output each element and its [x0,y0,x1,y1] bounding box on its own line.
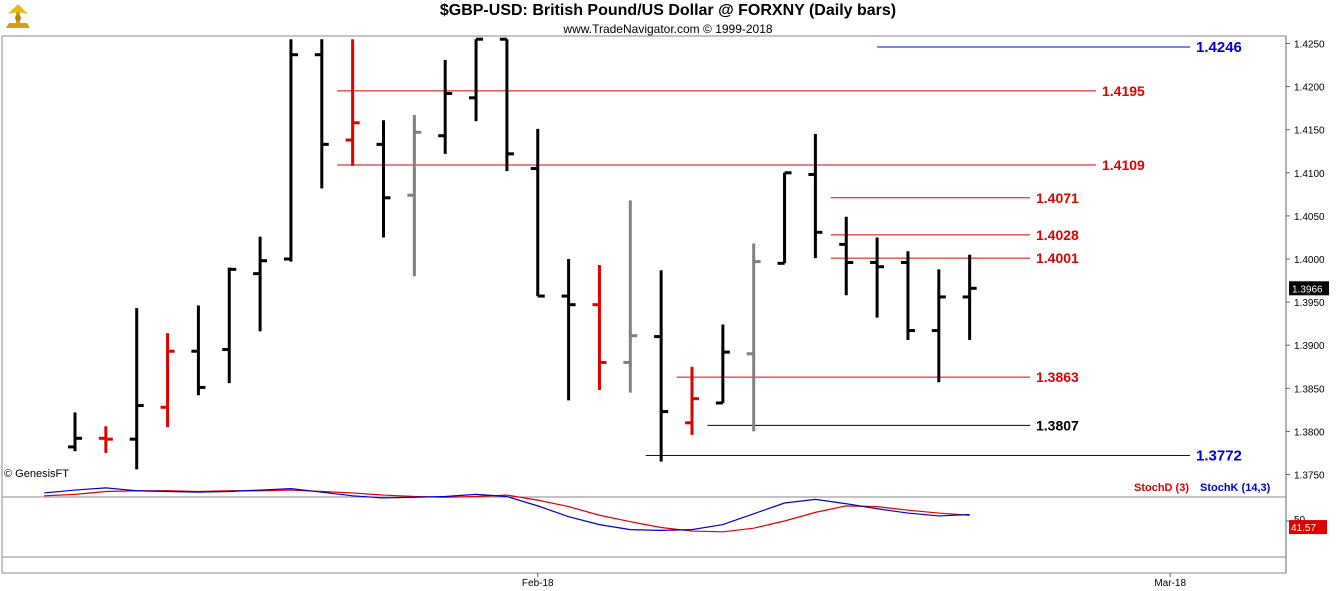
y-tick-label: 1.4100 [1294,169,1325,180]
x-tick-label: Feb-18 [522,578,554,589]
y-tick-label: 1.4250 [1294,40,1325,51]
level-label: 1.4195 [1102,83,1145,99]
last-price-label: 1.3966 [1292,284,1323,295]
y-tick-label: 1.3950 [1294,298,1325,309]
y-tick-label: 1.3800 [1294,427,1325,438]
genesis-logo-icon [6,4,30,28]
chart-title: $GBP-USD: British Pound/US Dollar @ FORX… [439,2,897,19]
y-tick-label: 1.4050 [1294,212,1325,223]
level-label: 1.3863 [1036,369,1079,385]
y-tick-label: 1.4000 [1294,255,1325,266]
level-label: 1.3807 [1036,417,1079,433]
y-tick-label: 1.3750 [1294,471,1325,482]
stochd-line [44,489,970,533]
watermark: © GenesisFT [4,468,69,480]
level-label: 1.4246 [1196,39,1242,56]
level-label: 1.3772 [1196,448,1242,465]
y-tick-label: 1.4150 [1294,126,1325,137]
last-price-tag [1289,281,1329,296]
stochd-legend: StochD (3) [1134,482,1189,494]
level-label: 1.4028 [1036,227,1079,243]
x-tick-label: Mar-18 [1154,578,1186,589]
stoch-value-label: 41.57 [1291,523,1316,534]
stoch-value-tag [1289,520,1327,535]
level-label: 1.4109 [1102,157,1145,173]
y-tick-label: 1.4200 [1294,83,1325,94]
y-tick-label: 1.3900 [1294,341,1325,352]
stochk-line [44,487,970,531]
chart-subtitle: www.TradeNavigator.com © 1999-2018 [563,22,773,36]
y-tick-label: 1.3850 [1294,384,1325,395]
level-label: 1.4071 [1036,190,1079,206]
level-label: 1.4001 [1036,250,1079,266]
stochk-legend: StochK (14,3) [1200,482,1271,494]
